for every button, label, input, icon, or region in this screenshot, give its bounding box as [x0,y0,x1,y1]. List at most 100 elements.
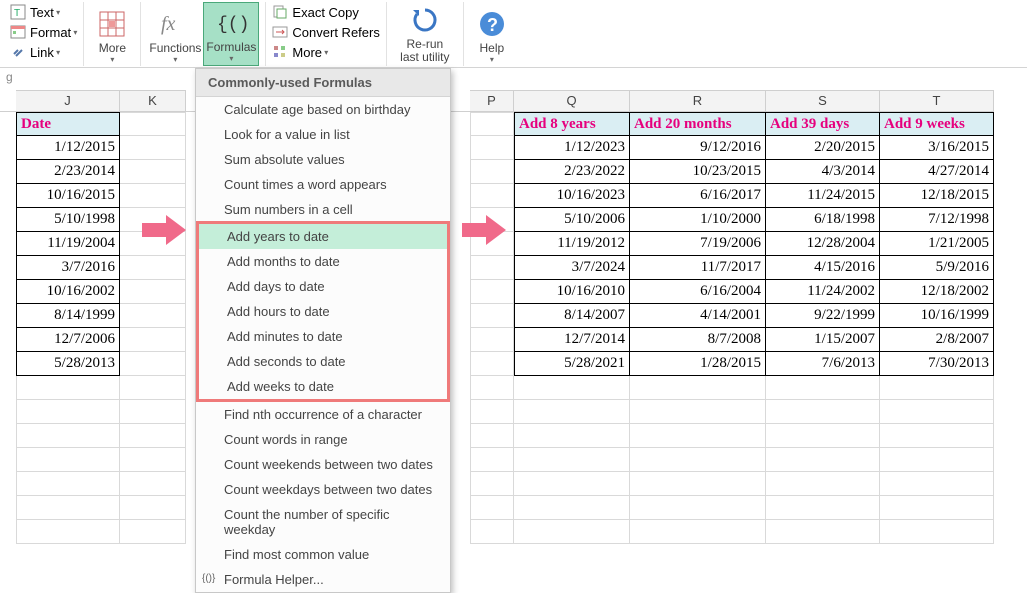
menu-item[interactable]: Calculate age based on birthday [196,97,450,122]
cell[interactable]: 11/24/2002 [766,280,880,304]
menu-item[interactable]: Add days to date [196,274,450,299]
column-header[interactable]: T [880,90,994,112]
menu-item[interactable]: Count weekdays between two dates [196,477,450,502]
format-menu[interactable]: Format ▾ [10,22,77,42]
cell[interactable] [120,112,186,136]
cell[interactable] [880,496,994,520]
cell[interactable] [880,424,994,448]
cell[interactable]: 10/16/2010 [514,280,630,304]
cell[interactable] [880,376,994,400]
menu-item[interactable]: Sum absolute values [196,147,450,172]
cell[interactable]: 10/16/1999 [880,304,994,328]
cell[interactable] [630,520,766,544]
cell[interactable]: 10/23/2015 [630,160,766,184]
cell[interactable]: 11/19/2012 [514,232,630,256]
cell[interactable]: 1/28/2015 [630,352,766,376]
cell[interactable]: 7/6/2013 [766,352,880,376]
menu-item[interactable]: Count times a word appears [196,172,450,197]
cell[interactable] [470,280,514,304]
cell[interactable]: 9/12/2016 [630,136,766,160]
cell[interactable]: 12/7/2014 [514,328,630,352]
cell[interactable] [120,376,186,400]
menu-item[interactable]: Find nth occurrence of a character [196,402,450,427]
cell[interactable]: Add 8 years [514,112,630,136]
cell[interactable]: 1/10/2000 [630,208,766,232]
cell[interactable] [120,136,186,160]
cell[interactable] [120,280,186,304]
cell[interactable] [630,496,766,520]
cell[interactable] [470,184,514,208]
cell[interactable] [766,376,880,400]
cell[interactable]: 2/23/2022 [514,160,630,184]
column-header[interactable]: R [630,90,766,112]
column-header[interactable]: S [766,90,880,112]
cell[interactable] [120,520,186,544]
cell[interactable] [630,472,766,496]
cell[interactable] [514,448,630,472]
cell[interactable] [16,400,120,424]
column-header[interactable]: Q [514,90,630,112]
cell[interactable] [514,496,630,520]
cell[interactable]: 12/18/2015 [880,184,994,208]
help-button[interactable]: ? Help ▾ [470,2,514,66]
menu-item[interactable]: Add weeks to date [196,374,450,402]
cell[interactable]: 5/10/2006 [514,208,630,232]
menu-item[interactable]: Add hours to date [196,299,450,324]
cell[interactable]: 9/22/1999 [766,304,880,328]
cell[interactable]: 12/7/2006 [16,328,120,352]
column-header[interactable]: P [470,90,514,112]
cell[interactable]: 5/28/2021 [514,352,630,376]
cell[interactable] [766,472,880,496]
cell[interactable] [470,160,514,184]
cell[interactable]: 3/7/2016 [16,256,120,280]
menu-item[interactable]: Count weekends between two dates [196,452,450,477]
cell[interactable] [16,520,120,544]
cell[interactable] [16,424,120,448]
cell[interactable] [120,352,186,376]
cell[interactable]: 8/7/2008 [630,328,766,352]
rerun-button[interactable]: Re-runlast utility [393,2,457,66]
cell[interactable] [470,136,514,160]
cell[interactable] [514,424,630,448]
convert-refers-button[interactable]: Convert Refers [272,22,379,42]
cell[interactable]: 4/3/2014 [766,160,880,184]
cell[interactable] [514,520,630,544]
cell[interactable]: 10/16/2015 [16,184,120,208]
cell[interactable] [880,400,994,424]
menu-item[interactable]: Look for a value in list [196,122,450,147]
cell[interactable] [470,520,514,544]
cell[interactable] [470,424,514,448]
cell[interactable] [470,400,514,424]
cell[interactable]: 6/16/2017 [630,184,766,208]
cell[interactable] [630,448,766,472]
cell[interactable] [470,256,514,280]
cell[interactable] [766,520,880,544]
more-menu-2[interactable]: More ▾ [272,42,379,62]
cell[interactable]: 1/12/2023 [514,136,630,160]
cell[interactable]: 4/27/2014 [880,160,994,184]
cell[interactable]: 10/16/2023 [514,184,630,208]
cell[interactable]: 2/23/2014 [16,160,120,184]
cell[interactable] [470,376,514,400]
cell[interactable]: 6/18/1998 [766,208,880,232]
cell[interactable] [630,376,766,400]
cell[interactable] [120,304,186,328]
menu-item[interactable]: Find most common value [196,542,450,567]
cell[interactable] [630,400,766,424]
cell[interactable]: 12/18/2002 [880,280,994,304]
link-menu[interactable]: Link ▾ [10,42,77,62]
cell[interactable] [766,400,880,424]
cell[interactable]: 5/9/2016 [880,256,994,280]
cell[interactable]: 4/15/2016 [766,256,880,280]
cell[interactable]: 6/16/2004 [630,280,766,304]
cell[interactable]: Add 39 days [766,112,880,136]
cell[interactable] [470,304,514,328]
cell[interactable] [470,448,514,472]
formulas-button[interactable]: {()} Formulas ▾ [203,2,259,66]
cell[interactable]: 4/14/2001 [630,304,766,328]
menu-item[interactable]: Add seconds to date [196,349,450,374]
cell[interactable]: Add 20 months [630,112,766,136]
cell[interactable] [120,448,186,472]
cell[interactable]: 2/8/2007 [880,328,994,352]
cell[interactable] [880,448,994,472]
